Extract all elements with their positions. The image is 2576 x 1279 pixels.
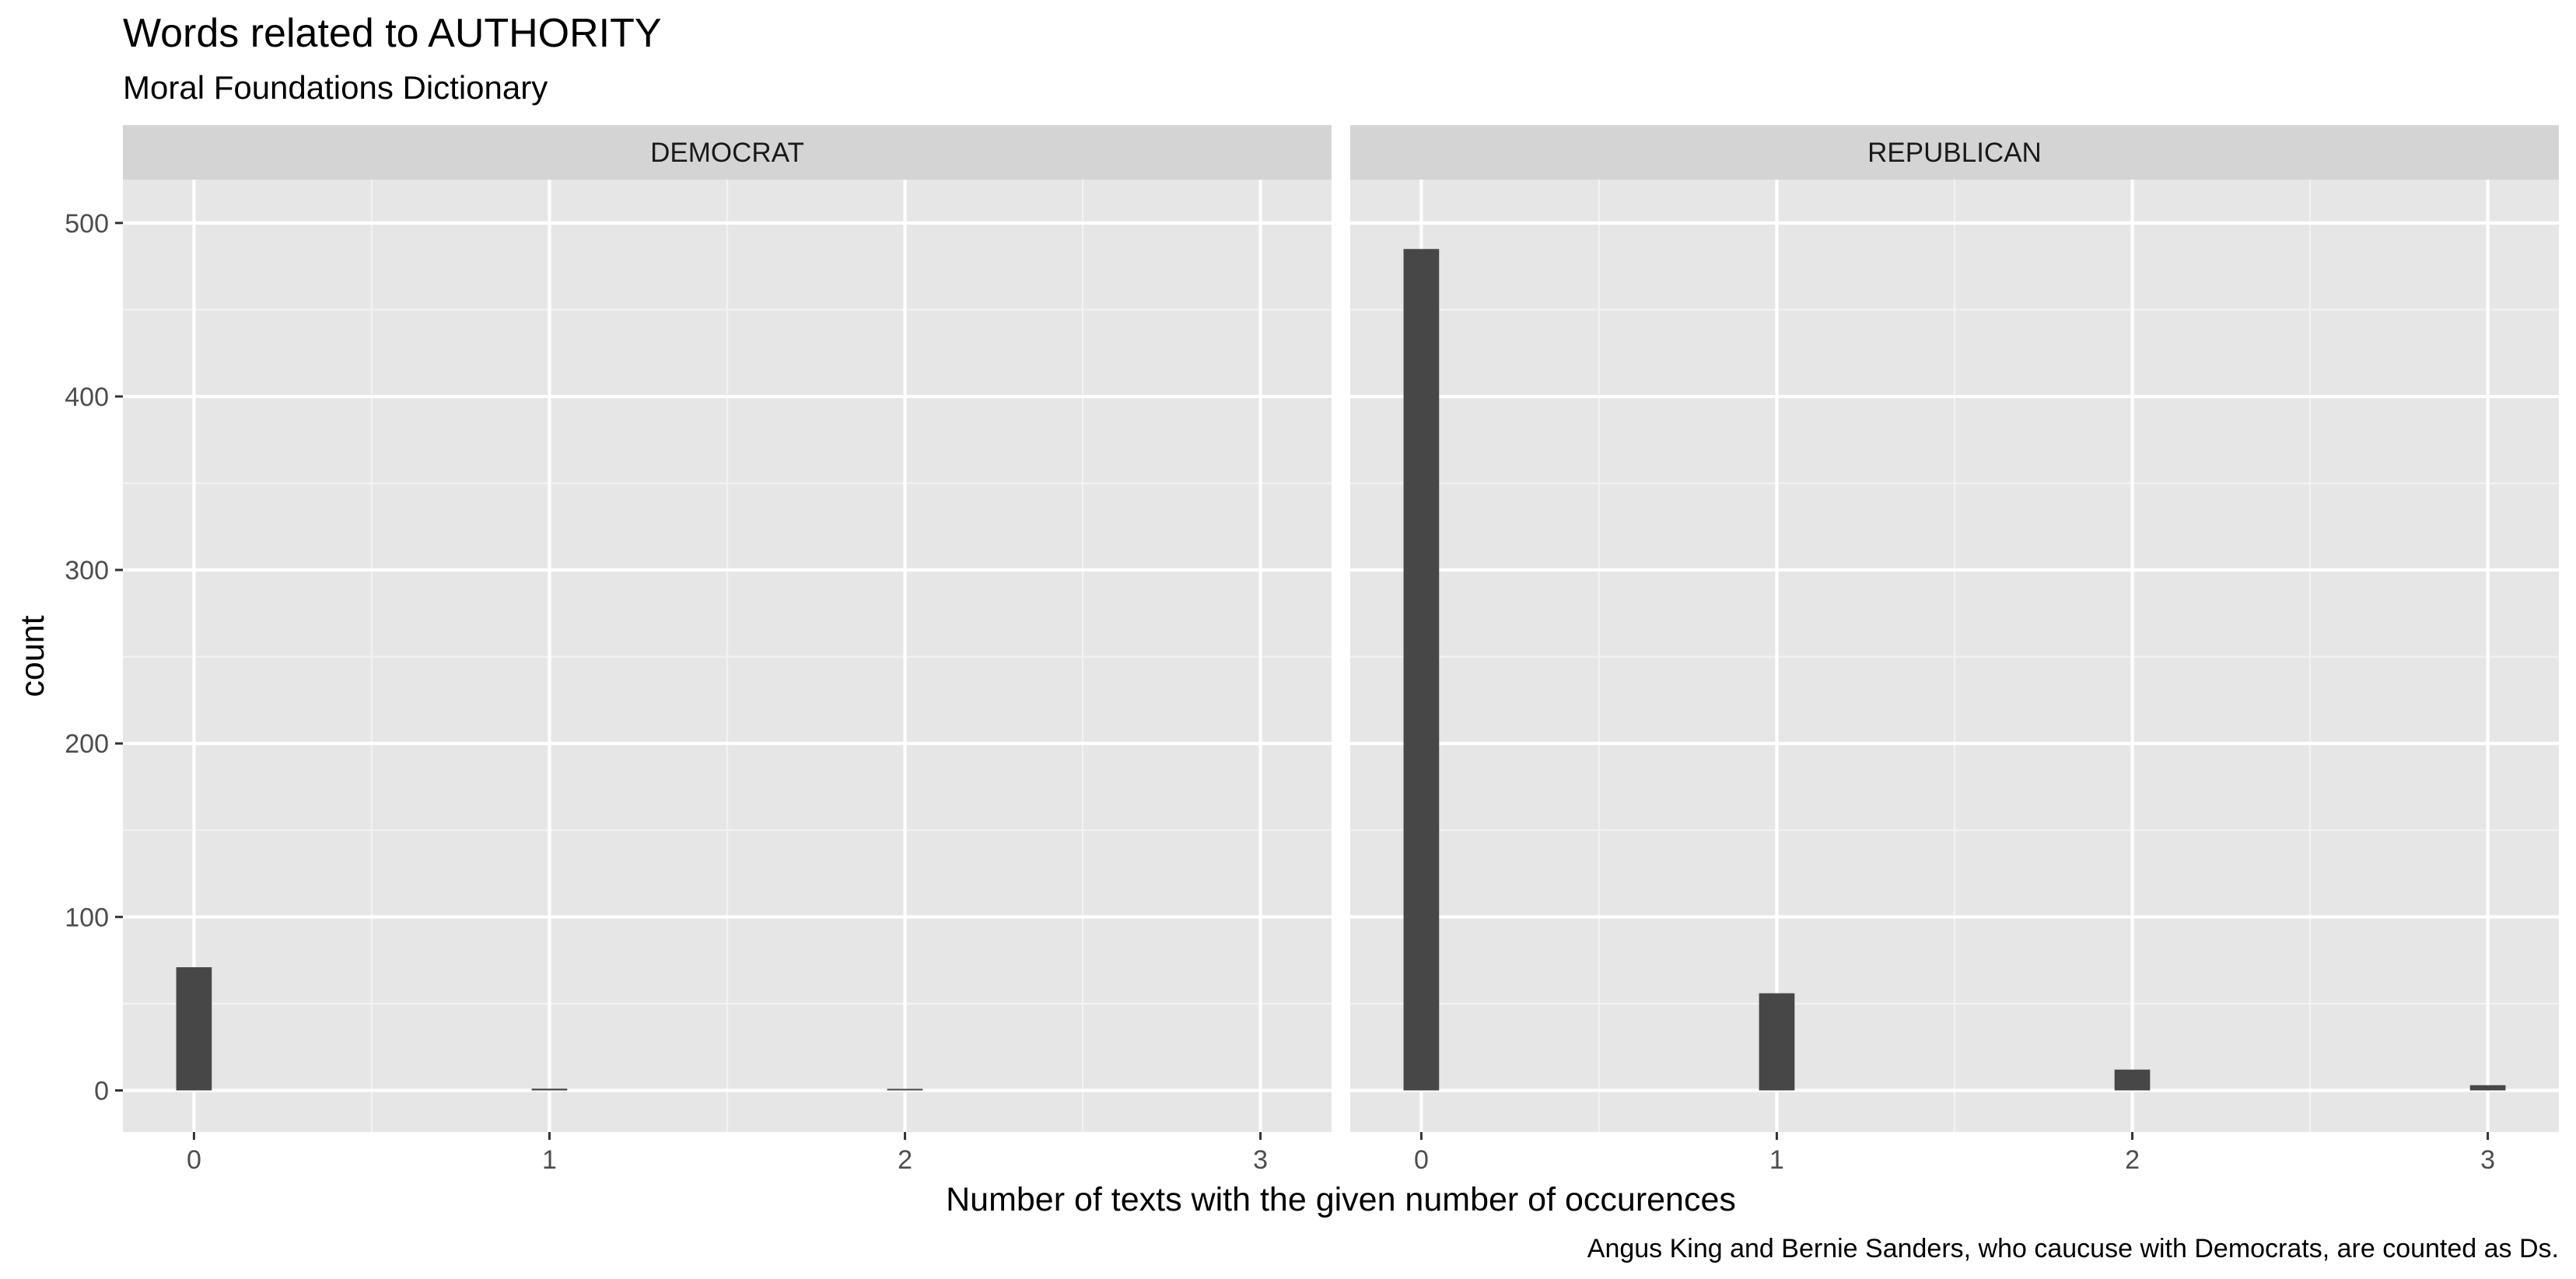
y-tick-label: 200 — [65, 729, 109, 759]
bar-x3 — [2469, 1085, 2506, 1091]
y-axis: 0 100 200 300 400 500 — [65, 209, 123, 1106]
panel-democrat: DEMOCRAT 0 1 2 3 — [123, 125, 1332, 1175]
chart-title: Words related to AUTHORITY — [123, 11, 662, 56]
y-tick-label: 100 — [65, 903, 109, 932]
chart-caption: Angus King and Bernie Sanders, who caucu… — [1587, 1234, 2559, 1263]
facet-strip — [123, 125, 1332, 180]
y-tick-label: 400 — [65, 383, 109, 412]
panel-republican: REPUBLICAN 0 1 2 3 — [1350, 125, 2559, 1175]
facet-strip-label: REPUBLICAN — [1867, 138, 2042, 168]
bar-x2 — [887, 1089, 923, 1091]
facet-strip-label: DEMOCRAT — [650, 138, 804, 168]
bar-x0 — [1403, 249, 1440, 1091]
y-tick-label: 300 — [65, 556, 109, 585]
chart-subtitle: Moral Foundations Dictionary — [123, 69, 548, 106]
x-tick-label: 1 — [1769, 1145, 1784, 1175]
facet-panels: DEMOCRAT 0 1 2 3 REPUBLICAN 0 1 2 3 — [123, 125, 2559, 1175]
x-tick-label: 2 — [898, 1145, 912, 1175]
y-tick-label: 500 — [65, 209, 109, 239]
x-tick-label: 0 — [1414, 1145, 1429, 1175]
bar-x0 — [176, 967, 212, 1091]
x-axis-label: Number of texts with the given number of… — [946, 1181, 1736, 1218]
bar-x1 — [531, 1089, 568, 1091]
x-tick-label: 3 — [1253, 1145, 1268, 1175]
y-tick-label: 0 — [94, 1076, 109, 1106]
y-axis-label: count — [14, 615, 51, 697]
bar-x2 — [2114, 1069, 2151, 1091]
facet-strip — [1350, 125, 2559, 180]
x-tick-label: 3 — [2480, 1145, 2495, 1175]
x-tick-label: 0 — [187, 1145, 201, 1175]
bar-x1 — [1759, 993, 1795, 1091]
gridlines — [1350, 180, 2559, 1132]
gridlines — [123, 180, 1332, 1132]
x-tick-label: 2 — [2125, 1145, 2140, 1175]
x-tick-label: 1 — [542, 1145, 557, 1175]
